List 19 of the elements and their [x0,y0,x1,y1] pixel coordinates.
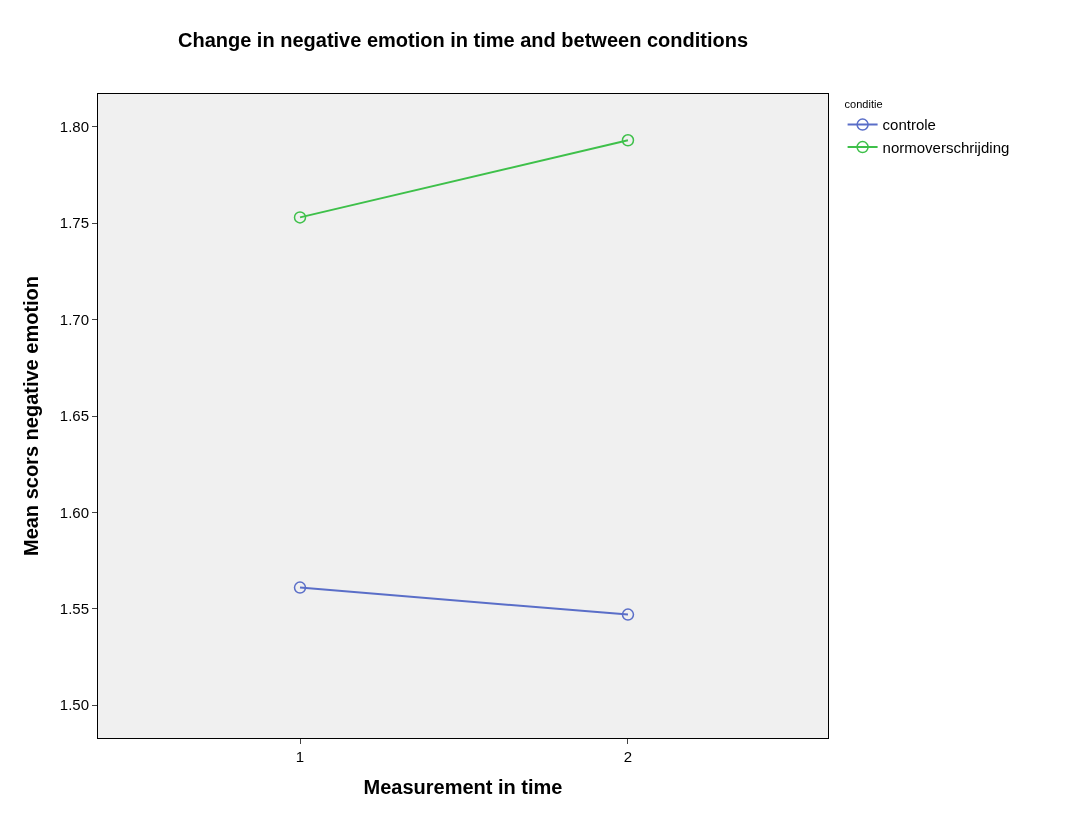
x-tick-label: 1 [295,748,305,765]
y-tick-label: 1.55 [59,600,89,618]
legend-label: normoverschrijding [882,138,1010,156]
y-tick-label: 1.70 [59,310,89,328]
y-tick-label: 1.60 [59,503,89,521]
point [293,211,307,224]
x-tick-label: 2 [623,748,633,765]
y-axis-title: Mean scors negative emotion [20,275,43,557]
x-axis-title: Measurement in time [363,775,563,798]
legend-label: controle [882,116,936,134]
y-tick-label: 1.80 [59,118,89,136]
point [621,608,635,621]
legend-title: conditie [844,98,883,111]
point [293,581,307,594]
y-tick-label: 1.50 [59,696,89,714]
point [621,134,635,147]
y-tick-label: 1.75 [59,214,89,232]
y-tick-label: 1.65 [59,407,89,425]
chart-title: Change in negative emotion in time and between conditions [177,28,749,51]
